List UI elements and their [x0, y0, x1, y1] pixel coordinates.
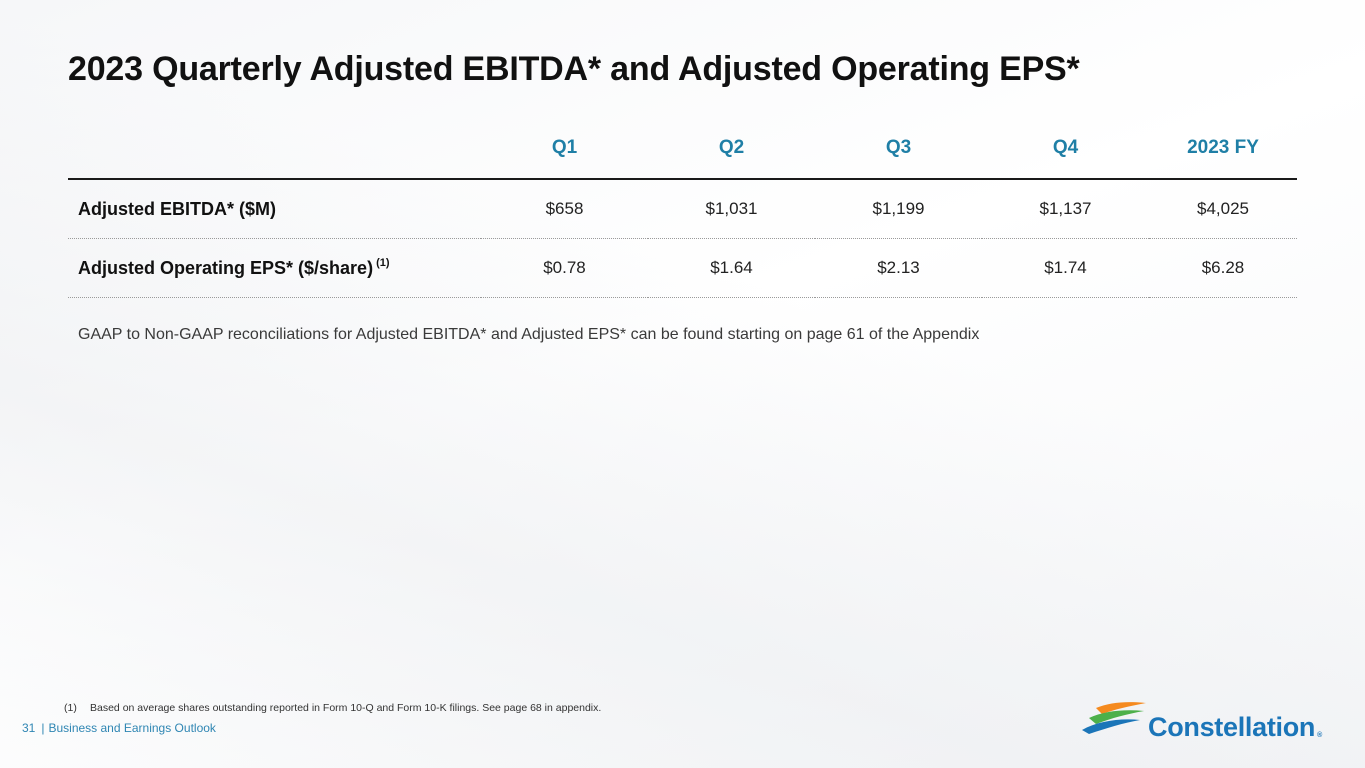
row-label: Adjusted EBITDA* ($M): [78, 198, 276, 219]
header-blank: [68, 118, 481, 180]
value-cell-q4: $1,137: [982, 179, 1149, 239]
value-cell-q2: $1,031: [648, 179, 815, 239]
value-cell-q1: $658: [481, 179, 648, 239]
slide-title: 2023 Quarterly Adjusted EBITDA* and Adju…: [68, 50, 1080, 88]
logo-wordmark: Constellation ®: [1148, 712, 1322, 743]
logo-name: Constellation: [1148, 712, 1316, 742]
row-label: Adjusted Operating EPS* ($/share): [78, 258, 374, 278]
constellation-logo: Constellation ®: [1080, 700, 1330, 748]
value-cell-fy: $6.28: [1149, 238, 1297, 298]
value-cell-q3: $2.13: [815, 238, 982, 298]
page-number: 31: [22, 721, 36, 735]
value-cell-q2: $1.64: [648, 238, 815, 298]
footnote-marker: (1): [64, 702, 77, 714]
table-header-row: Q1 Q2 Q3 Q4 2023 FY: [68, 118, 1297, 180]
table-row-adjusted-eps: Adjusted Operating EPS* ($/share) (1) $0.…: [68, 238, 1297, 298]
footer-section: Business and Earnings Outlook: [48, 721, 216, 735]
footer-separator: |: [41, 721, 45, 735]
row-label-cell: Adjusted Operating EPS* ($/share) (1): [68, 238, 481, 298]
column-header-q3: Q3: [815, 118, 982, 180]
value-cell-fy: $4,025: [1149, 179, 1297, 239]
column-header-q1: Q1: [481, 118, 648, 180]
footnote: (1) Based on average shares outstanding r…: [64, 702, 601, 714]
column-header-fy: 2023 FY: [1149, 118, 1297, 180]
value-cell-q1: $0.78: [481, 238, 648, 298]
value-cell-q4: $1.74: [982, 238, 1149, 298]
kpi-table: Q1 Q2 Q3 Q4 2023 FY Adjusted EBITDA* ($M…: [68, 118, 1297, 298]
logo-swoosh-icon: [1082, 702, 1146, 734]
row-label-cell: Adjusted EBITDA* ($M): [68, 179, 481, 239]
reconciliation-note: GAAP to Non-GAAP reconciliations for Adj…: [78, 326, 980, 343]
table-row-adjusted-ebitda: Adjusted EBITDA* ($M) $658 $1,031 $1,199…: [68, 179, 1297, 239]
page-footer: 31 | Business and Earnings Outlook: [22, 721, 216, 735]
column-header-q4: Q4: [982, 118, 1149, 180]
registered-mark: ®: [1317, 732, 1322, 739]
value-cell-q3: $1,199: [815, 179, 982, 239]
footnote-text: Based on average shares outstanding repo…: [90, 702, 602, 714]
footnote-marker: (1): [376, 257, 390, 269]
column-header-q2: Q2: [648, 118, 815, 180]
